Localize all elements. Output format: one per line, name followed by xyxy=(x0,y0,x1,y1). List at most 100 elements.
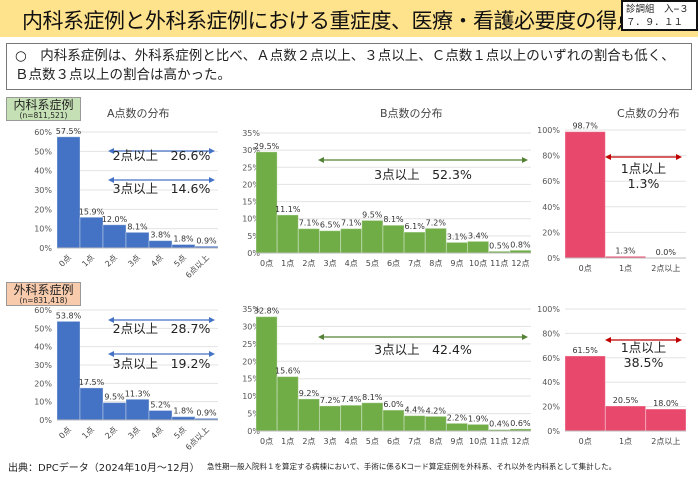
x-tick-label: 1点 xyxy=(80,253,96,269)
group-count: (n=831,418) xyxy=(19,296,68,305)
x-tick-label: 2点以上 xyxy=(651,264,680,273)
x-tick-label: 6点以上 xyxy=(184,425,211,452)
summary-box: ○ 内科系症例は、外科系症例と比べ、Ａ点数２点以上、３点以上、Ｃ点数１点以上のい… xyxy=(6,43,692,90)
annotation-text: 3点以上 14.6% xyxy=(113,181,211,196)
x-tick-label: 2点 xyxy=(302,437,315,446)
data-label: 1.9% xyxy=(468,414,489,423)
y-tick-label: 40% xyxy=(34,343,52,352)
data-label: 53.8% xyxy=(56,311,82,320)
data-label: 8.1% xyxy=(362,393,383,402)
data-label: 20.5% xyxy=(613,396,639,405)
bar xyxy=(255,151,278,254)
data-label: 7.4% xyxy=(341,395,362,404)
x-tick-label: 4点 xyxy=(149,253,165,269)
data-label: 6.0% xyxy=(383,400,404,409)
y-tick-label: 25% xyxy=(242,163,260,172)
x-tick-label: 10点 xyxy=(469,437,487,446)
bar xyxy=(361,219,384,254)
arrowhead-left-icon xyxy=(108,148,114,154)
chart-title: B点数の分布 xyxy=(380,107,443,120)
y-tick-label: 0% xyxy=(547,427,560,436)
annotation-value: 38.5% xyxy=(624,355,664,370)
bar xyxy=(467,423,490,432)
data-label: 57.5% xyxy=(56,127,82,136)
bar xyxy=(424,415,447,432)
y-tick-label: 60% xyxy=(542,354,560,363)
bar xyxy=(56,136,81,249)
data-label: 0.4% xyxy=(489,420,510,429)
annotation-text: 2点以上 26.6% xyxy=(113,148,211,163)
title-bar: 内科系症例と外科系症例における重症度、医療・看護必要度の得点 xyxy=(0,0,698,37)
x-tick-label: 9点 xyxy=(450,259,463,268)
x-tick-label: 1点 xyxy=(80,425,96,441)
data-label: 98.7% xyxy=(572,122,598,131)
y-tick-label: 0% xyxy=(547,254,560,263)
x-tick-label: 8点 xyxy=(429,259,442,268)
x-tick-label: 1点 xyxy=(619,264,632,273)
y-tick-label: 50% xyxy=(34,324,52,333)
y-tick-label: 0% xyxy=(247,427,260,436)
data-label: 6.5% xyxy=(320,221,341,230)
arrowhead-left-icon xyxy=(108,317,114,323)
x-tick-label: 0点 xyxy=(57,425,73,441)
data-label: 8.1% xyxy=(383,215,404,224)
data-label: 15.6% xyxy=(275,367,301,376)
bar xyxy=(382,224,405,254)
annotation-text: 1点以上 xyxy=(621,161,666,176)
data-label: 3.8% xyxy=(150,231,171,240)
y-tick-label: 20% xyxy=(242,357,260,366)
data-label: 0.9% xyxy=(196,408,217,417)
y-tick-label: 30% xyxy=(242,146,260,155)
y-tick-label: 15% xyxy=(242,375,260,384)
y-tick-label: 20% xyxy=(242,180,260,189)
data-label: 1.8% xyxy=(173,407,194,416)
bar xyxy=(276,214,299,254)
arrowhead-left-icon xyxy=(605,154,611,160)
y-tick-label: 40% xyxy=(542,378,560,387)
bar xyxy=(102,402,127,421)
x-tick-label: 0点 xyxy=(57,253,73,269)
y-tick-label: 20% xyxy=(34,205,52,214)
y-tick-label: 0% xyxy=(247,249,260,258)
x-tick-label: 3点 xyxy=(126,425,142,441)
x-tick-label: 0点 xyxy=(579,437,592,446)
y-tick-label: 5% xyxy=(247,232,260,241)
data-label: 0.8% xyxy=(510,240,531,249)
arrowhead-right-icon xyxy=(676,337,682,343)
x-tick-label: 5点 xyxy=(366,259,379,268)
bar xyxy=(56,320,81,421)
data-label: 7.2% xyxy=(320,396,341,405)
annotation-text: 3点以上 19.2% xyxy=(113,356,211,371)
arrowhead-left-icon xyxy=(108,177,114,183)
bar xyxy=(255,316,278,432)
bar xyxy=(297,228,320,254)
x-tick-label: 4点 xyxy=(345,259,358,268)
x-tick-label: 0点 xyxy=(260,259,273,268)
y-tick-label: 40% xyxy=(34,167,52,176)
x-tick-label: 8点 xyxy=(429,437,442,446)
y-tick-label: 10% xyxy=(242,392,260,401)
bar xyxy=(403,231,426,254)
y-tick-label: 100% xyxy=(537,305,560,314)
data-label: 3.4% xyxy=(468,231,489,240)
arrowhead-right-icon xyxy=(209,317,215,323)
y-tick-label: 25% xyxy=(242,340,260,349)
y-tick-label: 60% xyxy=(34,128,52,137)
annotation-text: 1点以上 xyxy=(621,340,666,355)
y-tick-label: 60% xyxy=(542,177,560,186)
y-tick-label: 10% xyxy=(242,215,260,224)
chart-title: C点数の分布 xyxy=(617,107,680,120)
data-label: 12.0% xyxy=(102,215,128,224)
data-label: 32.8% xyxy=(254,307,280,316)
arrowhead-right-icon xyxy=(209,177,215,183)
data-label: 11.1% xyxy=(275,205,301,214)
x-tick-label: 2点 xyxy=(103,253,119,269)
data-label: 5.2% xyxy=(150,400,171,409)
y-tick-label: 20% xyxy=(34,379,52,388)
x-tick-label: 3点 xyxy=(323,259,336,268)
y-tick-label: 15% xyxy=(242,198,260,207)
arrowhead-left-icon xyxy=(108,351,114,357)
data-label: 11.3% xyxy=(125,389,151,398)
data-label: 7.2% xyxy=(426,218,447,227)
